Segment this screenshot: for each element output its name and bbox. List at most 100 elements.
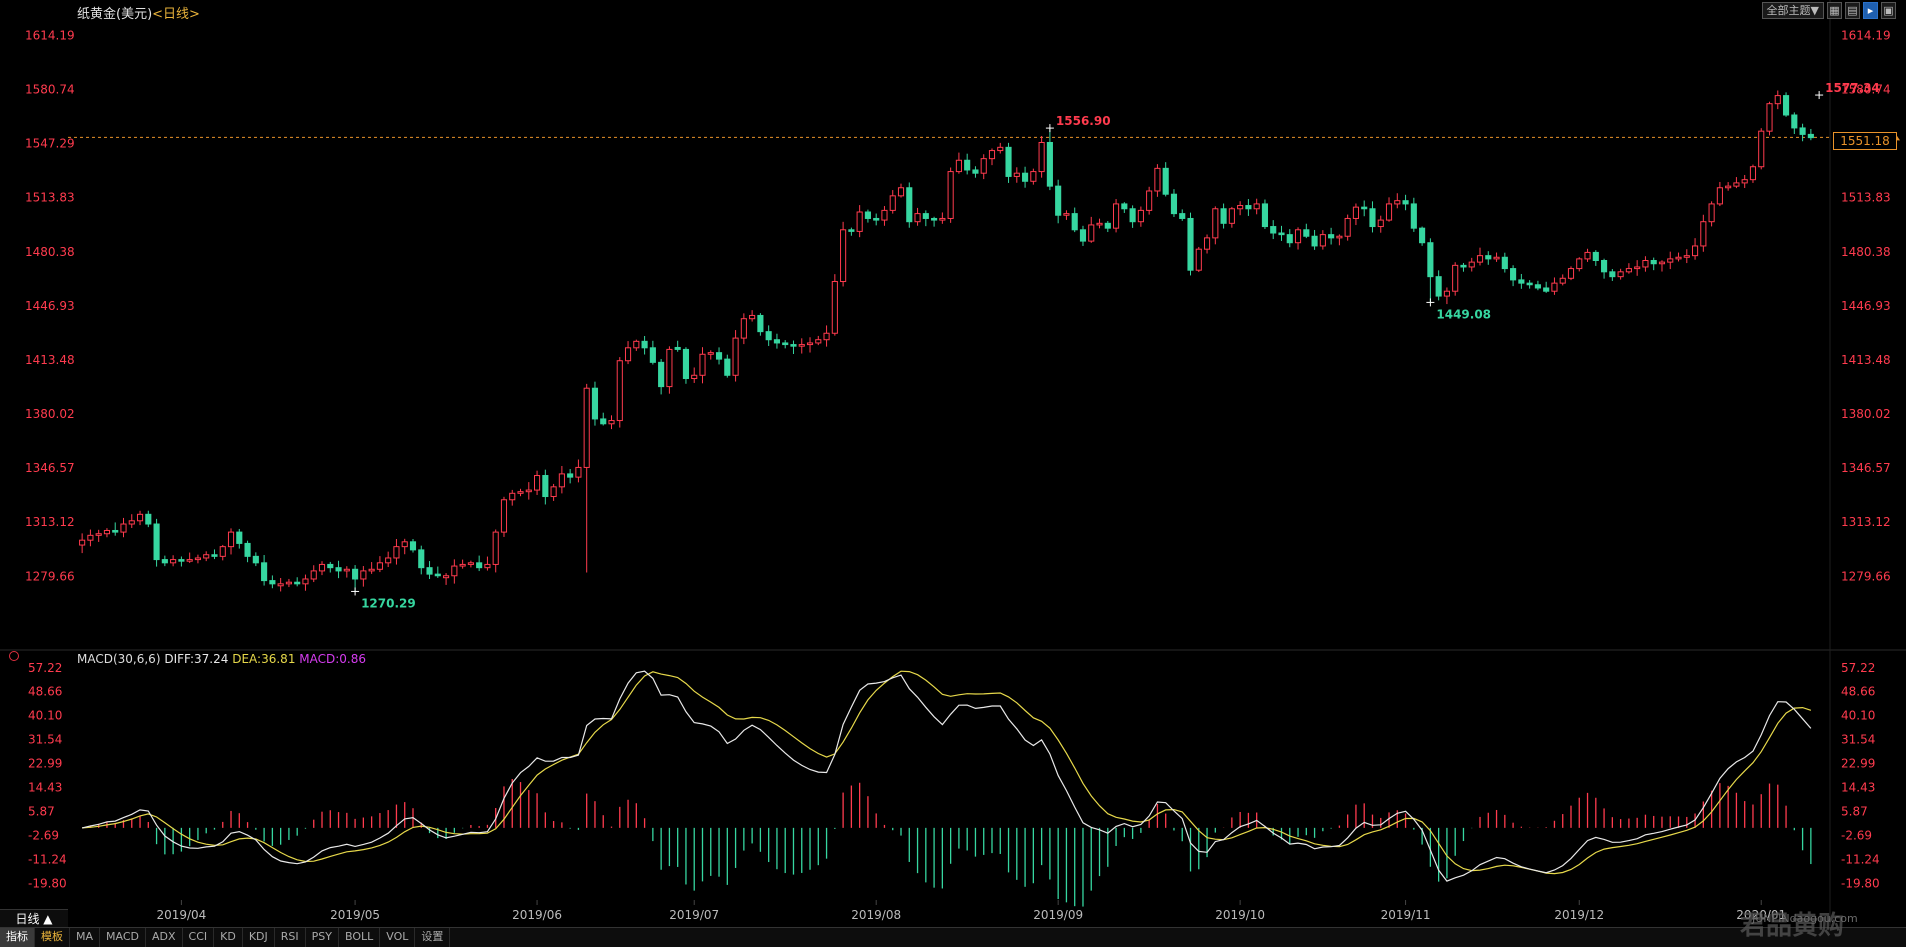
candle-body bbox=[1303, 229, 1310, 237]
candle-body bbox=[1104, 222, 1111, 229]
candle-body bbox=[732, 337, 739, 376]
candle-body bbox=[1278, 232, 1285, 236]
watermark-url: JUNPINdaogou.com bbox=[1752, 912, 1858, 925]
candle-body bbox=[550, 486, 557, 498]
candle-body bbox=[87, 534, 94, 541]
extreme-label: 1270.29 bbox=[361, 596, 416, 610]
candle-body bbox=[1501, 256, 1508, 270]
macd-tick-right: 22.99 bbox=[1841, 757, 1875, 771]
tab-macd[interactable]: MACD bbox=[100, 928, 146, 947]
candle-body bbox=[318, 563, 326, 572]
candle-body bbox=[1642, 260, 1649, 268]
price-tick-right: 1279.66 bbox=[1841, 569, 1891, 583]
tab-indicator[interactable]: 指标 bbox=[0, 928, 35, 947]
tab-boll[interactable]: BOLL bbox=[339, 928, 381, 947]
date-tick-label: 2019/07 bbox=[669, 908, 719, 922]
candle-body bbox=[335, 567, 342, 572]
period-indicator[interactable]: <日线> bbox=[152, 7, 200, 22]
candle-body bbox=[1311, 235, 1318, 247]
candle-body bbox=[1162, 167, 1169, 195]
candle-body bbox=[1559, 277, 1566, 284]
tab-vol[interactable]: VOL bbox=[380, 928, 416, 947]
candle-body bbox=[1468, 261, 1475, 268]
candle-body bbox=[1782, 95, 1790, 116]
macd-settings-icon[interactable] bbox=[9, 651, 19, 661]
macd-tick-left: 40.10 bbox=[28, 709, 62, 723]
candle-body bbox=[1261, 203, 1269, 228]
tab-template[interactable]: 模板 bbox=[35, 928, 70, 947]
candle-body bbox=[1443, 290, 1450, 297]
candle-body bbox=[1634, 266, 1641, 270]
candle-body bbox=[815, 339, 822, 344]
candle-body bbox=[939, 217, 946, 221]
candle-body bbox=[1609, 271, 1616, 278]
tab-ma[interactable]: MA bbox=[70, 928, 101, 947]
candle-body bbox=[1022, 172, 1029, 182]
candle-body bbox=[203, 554, 210, 559]
price-tick-right: 1480.38 bbox=[1841, 245, 1891, 259]
candle-body bbox=[1692, 245, 1699, 257]
candle-body bbox=[1121, 203, 1128, 210]
candle-body bbox=[1377, 219, 1384, 228]
candle-body bbox=[368, 568, 375, 572]
price-tick-left: 1580.74 bbox=[25, 83, 75, 97]
tab-设置[interactable]: 设置 bbox=[415, 928, 451, 947]
candle-body bbox=[897, 187, 905, 197]
candle-body bbox=[1336, 235, 1343, 239]
candle-body bbox=[1079, 229, 1087, 242]
candle-body bbox=[980, 158, 987, 174]
period-selector[interactable]: 日线 ▲ bbox=[0, 909, 68, 928]
candle-body bbox=[1476, 255, 1484, 263]
candle-body bbox=[583, 387, 590, 468]
candle-body bbox=[988, 150, 996, 160]
candle-body bbox=[1658, 261, 1666, 265]
candle-body bbox=[120, 523, 127, 533]
candle-body bbox=[500, 499, 508, 533]
candle-body bbox=[724, 358, 731, 376]
expand-icon[interactable]: ▣ bbox=[1881, 2, 1896, 19]
candle-body bbox=[964, 159, 971, 171]
price-tick-right: 1413.48 bbox=[1841, 353, 1891, 367]
candle-body bbox=[1526, 282, 1533, 286]
candle-body bbox=[1137, 209, 1144, 223]
current-price-tag: 1551.18 bbox=[1833, 132, 1897, 150]
macd-tick-right: -2.69 bbox=[1841, 828, 1872, 842]
candle-body bbox=[294, 581, 301, 585]
candle-body bbox=[161, 559, 168, 564]
candle-body bbox=[1030, 171, 1037, 182]
date-tick-label: 2020/01 bbox=[1736, 908, 1786, 922]
candle-body bbox=[889, 195, 896, 211]
candle-body bbox=[1055, 185, 1062, 216]
macd-tick-left: -19.80 bbox=[28, 876, 67, 890]
tab-adx[interactable]: ADX bbox=[146, 928, 183, 947]
price-tick-right: 1580.74 bbox=[1841, 83, 1891, 97]
candle-body bbox=[1203, 237, 1211, 250]
candle-body bbox=[153, 523, 160, 561]
macd-tick-right: -19.80 bbox=[1841, 876, 1880, 890]
candle-body bbox=[79, 539, 86, 546]
grid-icon[interactable]: ▦ bbox=[1827, 2, 1842, 19]
candle-body bbox=[1518, 279, 1525, 284]
candle-body bbox=[509, 492, 516, 501]
candle-body bbox=[1551, 282, 1558, 292]
candle-body bbox=[1013, 172, 1020, 177]
extreme-label: 1556.90 bbox=[1056, 114, 1111, 128]
candle-body bbox=[765, 331, 772, 341]
candle-body bbox=[1361, 206, 1368, 210]
candle-body bbox=[1071, 213, 1078, 231]
tab-kdj[interactable]: KDJ bbox=[243, 928, 275, 947]
layout-icon[interactable]: ▤ bbox=[1845, 2, 1860, 19]
candle-body bbox=[1088, 224, 1095, 242]
price-tick-right: 1380.02 bbox=[1841, 407, 1891, 421]
tab-kd[interactable]: KD bbox=[214, 928, 243, 947]
macd-tick-left: -2.69 bbox=[28, 828, 59, 842]
candle-body bbox=[1328, 234, 1335, 239]
indicator-tabbar: 指标 模板 MA MACD ADX CCI KD KDJ RSI PSY BOLL VOL 设置 bbox=[0, 927, 1906, 947]
tab-cci[interactable]: CCI bbox=[183, 928, 215, 947]
tab-psy[interactable]: PSY bbox=[306, 928, 339, 947]
theme-dropdown[interactable]: 全部主题▼ bbox=[1761, 2, 1824, 19]
play-icon[interactable]: ▸ bbox=[1863, 2, 1878, 19]
candle-body bbox=[1187, 217, 1194, 271]
tab-rsi[interactable]: RSI bbox=[275, 928, 306, 947]
